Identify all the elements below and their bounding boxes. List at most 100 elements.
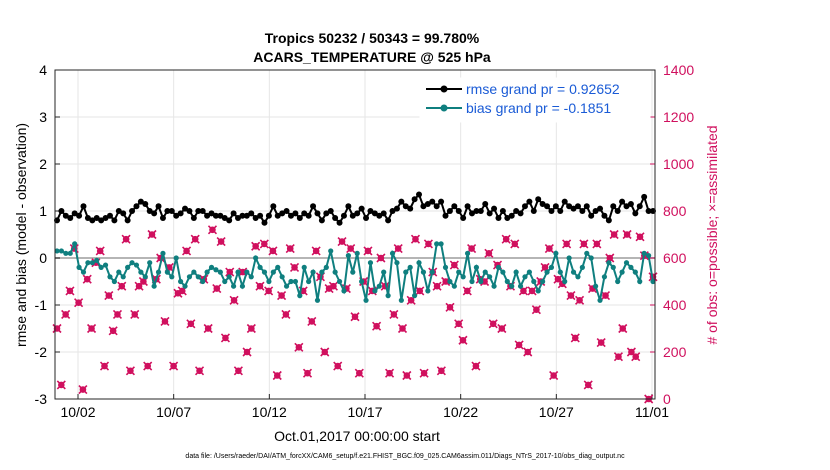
obs-marker (320, 347, 330, 357)
data-point (531, 278, 537, 285)
obs-marker (225, 267, 235, 277)
data-point (84, 215, 91, 222)
obs-marker (190, 234, 200, 244)
obs-marker (78, 385, 88, 395)
obs-marker (570, 333, 580, 343)
data-point (345, 253, 351, 259)
obs-marker (423, 239, 433, 249)
data-point (446, 208, 453, 214)
obs-marker (264, 286, 274, 296)
data-point (89, 217, 96, 224)
data-point (151, 283, 157, 289)
data-point (54, 248, 60, 254)
data-point (222, 278, 228, 285)
legend-rmse-marker (440, 85, 448, 93)
data-point (389, 208, 396, 214)
obs-marker (527, 286, 537, 296)
data-point (473, 264, 480, 270)
data-point (182, 205, 189, 212)
chart-title-line-2: ACARS_TEMPERATURE @ 525 hPa (253, 49, 491, 65)
obs-marker-cross-b (320, 347, 330, 357)
obs-marker (613, 352, 624, 362)
data-point (579, 208, 586, 214)
obs-marker-cross-b (415, 286, 425, 296)
data-point (323, 264, 329, 270)
obs-marker (246, 323, 256, 334)
obs-marker (104, 291, 114, 301)
data-point (243, 212, 250, 219)
data-point (393, 205, 400, 212)
obs-marker (220, 333, 231, 343)
data-point (487, 274, 493, 280)
obs-marker (462, 286, 472, 296)
obs-marker-cross-b (527, 286, 537, 296)
data-point (80, 203, 87, 210)
data-point (557, 269, 563, 275)
data-point (226, 217, 233, 224)
obs-marker-cross-b (410, 234, 421, 244)
obs-marker (622, 229, 632, 240)
data-point (425, 288, 431, 294)
data-point (526, 198, 533, 205)
data-point (628, 264, 634, 270)
obs-marker (393, 244, 403, 254)
obs-marker-cross-b (501, 234, 511, 244)
data-point (178, 278, 184, 285)
data-point (416, 191, 423, 198)
data-point (583, 203, 590, 210)
data-point (270, 203, 277, 210)
obs-marker (181, 246, 192, 256)
data-point (226, 274, 232, 280)
obs-marker (203, 323, 213, 334)
data-point (500, 269, 506, 275)
obs-marker (216, 236, 226, 247)
obs-marker-cross-b (549, 370, 559, 381)
data-point (539, 200, 546, 207)
data-point (200, 278, 206, 285)
data-point (623, 203, 630, 210)
obs-marker-cross-b (294, 342, 304, 352)
data-point (318, 217, 325, 224)
data-point (155, 203, 162, 210)
data-point (62, 212, 69, 219)
obs-marker-cross-b (246, 323, 256, 334)
data-point (213, 267, 219, 273)
obs-marker-cross-b (471, 361, 481, 371)
obs-marker (294, 342, 304, 352)
obs-marker (112, 309, 123, 319)
data-point (504, 278, 510, 285)
data-point (420, 203, 427, 210)
data-point (235, 269, 241, 275)
data-point (125, 264, 131, 270)
data-point (645, 208, 652, 214)
data-point (385, 217, 392, 224)
data-point (517, 210, 524, 217)
data-point (133, 262, 140, 268)
data-point (106, 212, 113, 219)
obs-marker-cross-b (618, 323, 628, 334)
obs-marker-cross-b (130, 309, 140, 319)
obs-marker (130, 309, 140, 319)
data-point (137, 198, 144, 205)
data-point (389, 250, 396, 256)
data-point (411, 196, 418, 203)
obs-marker (484, 248, 494, 258)
obs-marker (233, 366, 243, 376)
data-point (557, 208, 564, 214)
data-point (332, 215, 339, 222)
obs-marker (467, 244, 477, 254)
data-point (257, 264, 263, 270)
obs-marker-cross-b (86, 323, 97, 334)
data-point (477, 208, 484, 214)
obs-marker (566, 291, 576, 301)
obs-marker-cross-b (432, 281, 442, 291)
obs-marker-cross-b (600, 291, 611, 301)
data-point (159, 215, 166, 222)
obs-marker-cross-b (384, 368, 395, 378)
data-point (619, 269, 625, 275)
data-point (584, 250, 590, 256)
obs-marker-cross-b (74, 298, 84, 308)
data-point (359, 278, 365, 285)
y-right-tick-label: 600 (663, 250, 687, 266)
data-point (491, 205, 498, 212)
